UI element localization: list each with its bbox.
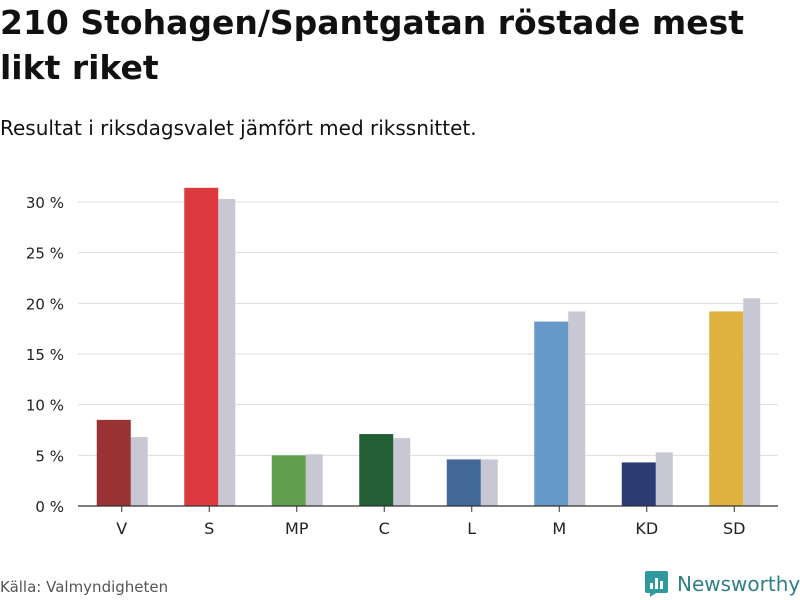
x-tick-label: SD bbox=[723, 519, 745, 538]
bar-riket-kd bbox=[655, 452, 673, 506]
bar-riket-mp bbox=[305, 454, 323, 506]
x-tick-label: S bbox=[204, 519, 214, 538]
y-axis-ticks: 0 % 5 % 10 % 15 % 20 % 25 % 30 % bbox=[26, 194, 64, 516]
y-tick-label: 0 % bbox=[35, 498, 64, 516]
bar-riket-sd bbox=[743, 298, 761, 506]
y-tick-label: 25 % bbox=[26, 245, 64, 263]
newsworthy-logo-icon bbox=[645, 571, 668, 597]
grid-lines bbox=[78, 201, 778, 456]
bar-local-l bbox=[446, 459, 481, 506]
y-tick-label: 10 % bbox=[26, 397, 64, 415]
y-tick-label: 5 % bbox=[35, 447, 64, 465]
bar-riket-c bbox=[393, 438, 411, 506]
bar-local-m bbox=[534, 321, 569, 506]
source-note: Källa: Valmyndigheten bbox=[0, 578, 169, 596]
bar-riket-l bbox=[480, 459, 498, 506]
bar-riket-m bbox=[568, 311, 586, 506]
x-tick-label: M bbox=[552, 519, 566, 538]
brand-logo: Newsworthy bbox=[644, 567, 800, 600]
y-tick-label: 30 % bbox=[26, 194, 64, 212]
x-axis-ticks: V S MP C L M KD SD bbox=[116, 506, 745, 538]
x-tick-label: KD bbox=[635, 519, 658, 538]
bar-local-v bbox=[96, 419, 131, 506]
bar-local-c bbox=[359, 434, 394, 506]
x-tick-label: V bbox=[116, 519, 127, 538]
bars bbox=[96, 187, 761, 506]
bar-local-kd bbox=[621, 462, 656, 506]
bar-riket-s bbox=[218, 198, 236, 506]
bar-local-s bbox=[184, 187, 219, 506]
bar-riket-v bbox=[130, 437, 148, 506]
y-tick-label: 20 % bbox=[26, 295, 64, 313]
brand-name: Newsworthy bbox=[677, 572, 800, 596]
bar-local-sd bbox=[709, 311, 744, 506]
x-tick-label: C bbox=[379, 519, 390, 538]
chart-title: 210 Stohagen/Spantgatan röstade mest lik… bbox=[0, 3, 745, 87]
bar-local-mp bbox=[271, 455, 306, 506]
y-tick-label: 15 % bbox=[26, 346, 64, 364]
x-tick-label: L bbox=[467, 519, 476, 538]
x-tick-label: MP bbox=[285, 519, 309, 538]
chart-subtitle: Resultat i riksdagsvalet jämfört med rik… bbox=[0, 116, 477, 140]
